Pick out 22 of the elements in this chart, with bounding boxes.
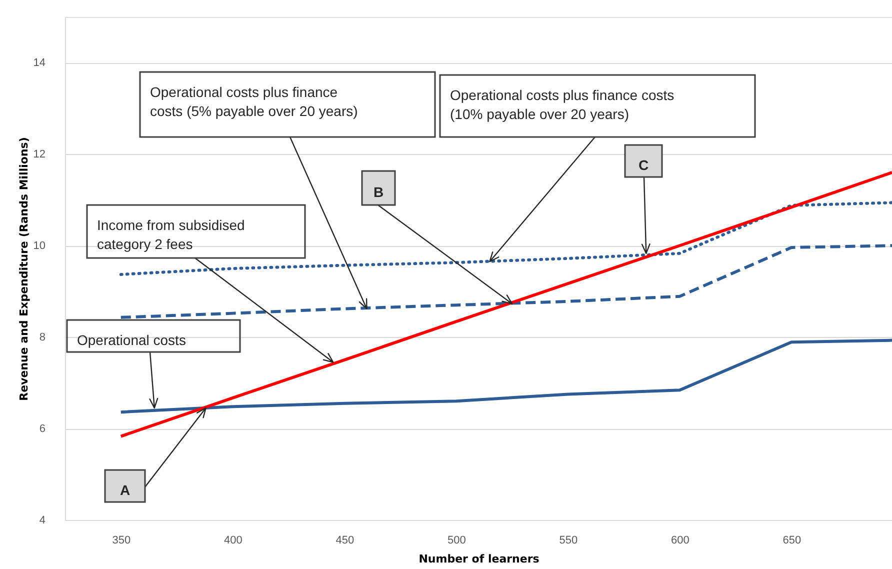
annotation: Operational costs bbox=[77, 332, 186, 348]
y-tick-label: 14 bbox=[33, 57, 46, 70]
annotation: B bbox=[373, 184, 384, 200]
y-tick-label: 12 bbox=[33, 148, 46, 161]
x-tick-label: 600 bbox=[670, 534, 690, 546]
y-tick-label: 8 bbox=[39, 332, 46, 344]
annotation: Operational costs plus finance costs (10% payable over 20 years) bbox=[450, 87, 674, 122]
annotation: Operational costs plus finance costs (5% payable over 20 years) bbox=[150, 84, 358, 119]
y-tick-label: 6 bbox=[39, 423, 46, 436]
y-tick-label: 4 bbox=[39, 514, 46, 526]
annotation: Income from subsidised category 2 fees bbox=[97, 217, 245, 252]
annotation: A bbox=[120, 482, 130, 498]
x-tick-label: 650 bbox=[782, 534, 802, 546]
x-tick-label: 400 bbox=[224, 534, 242, 546]
x-tick-label: 450 bbox=[336, 534, 354, 546]
x-tick-label: 350 bbox=[112, 534, 131, 546]
y-axis-title: Revenue and Expenditure (Rands Millions) bbox=[17, 137, 30, 401]
x-axis-title: Number of learners bbox=[418, 552, 540, 566]
y-tick-label: 10 bbox=[33, 240, 46, 252]
x-tick-label: 500 bbox=[447, 534, 466, 546]
annotation: C bbox=[638, 157, 649, 173]
x-tick-label: 550 bbox=[559, 534, 578, 546]
